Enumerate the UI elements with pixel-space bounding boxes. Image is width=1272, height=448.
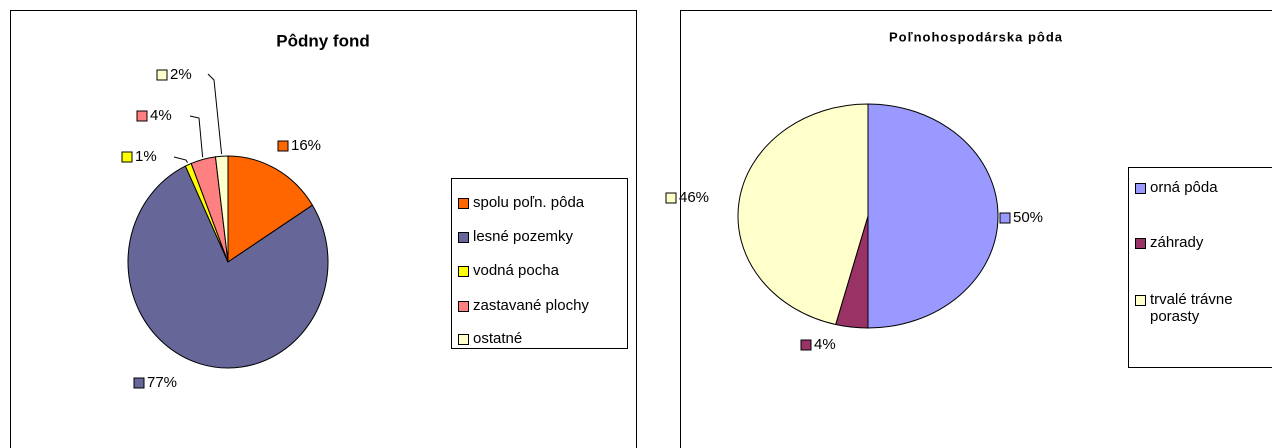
- legend-swatch: [458, 301, 469, 312]
- legend-label: spolu poľn. pôda: [473, 194, 585, 211]
- label-swatch: [121, 151, 133, 163]
- leader-line: [173, 156, 188, 164]
- pie-slice: [214, 155, 229, 263]
- legend-label: trvalé trávne porasty: [1150, 291, 1233, 325]
- label-swatch: [133, 377, 145, 389]
- leader-line: [189, 115, 204, 158]
- label-swatch: [999, 212, 1011, 224]
- chart-title: Poľnohospodárska pôda: [889, 29, 1063, 44]
- pie-slice: [227, 155, 314, 263]
- label-swatch: [277, 140, 289, 152]
- label-swatch: [156, 69, 168, 81]
- data-label: 4%: [150, 107, 172, 124]
- legend-item: trvalé trávne porasty: [1135, 291, 1265, 325]
- legend-label: zastavané plochy: [473, 297, 589, 314]
- pie-slice: [737, 103, 869, 326]
- chart-title: Pôdny fond: [276, 31, 369, 50]
- legend-label: ostatné: [473, 330, 523, 347]
- legend-item: vodná pocha: [458, 262, 605, 279]
- legend: orná pôda záhrady trvalé trávne porasty: [1128, 167, 1272, 368]
- legend-item: ostatné: [458, 330, 605, 347]
- data-label: 2%: [170, 66, 192, 83]
- label-swatch: [800, 339, 812, 351]
- label-swatch: [665, 192, 677, 204]
- pie-slice: [867, 103, 999, 329]
- pie-slice: [127, 165, 329, 369]
- legend-item: lesné pozemky: [458, 228, 605, 245]
- legend-item: spolu poľn. pôda: [458, 194, 605, 211]
- data-label: 16%: [291, 137, 321, 154]
- legend-swatch: [1135, 295, 1146, 306]
- legend-swatch: [458, 232, 469, 243]
- data-label: 1%: [135, 148, 157, 165]
- legend-swatch: [458, 266, 469, 277]
- legend-label: orná pôda: [1150, 179, 1218, 196]
- legend-label: lesné pozemky: [473, 228, 574, 245]
- legend: spolu poľn. pôda lesné pozemky vodná pocha…: [451, 178, 628, 349]
- legend-label: vodná pocha: [473, 262, 559, 279]
- data-label: 4%: [814, 336, 836, 353]
- legend-label: záhrady: [1150, 234, 1204, 251]
- legend-swatch: [1135, 238, 1146, 249]
- data-label: 77%: [147, 374, 177, 391]
- data-label: 46%: [679, 189, 709, 206]
- legend-swatch: [458, 198, 469, 209]
- legend-item: záhrady: [1135, 234, 1265, 251]
- leader-line: [207, 73, 223, 155]
- data-label: 50%: [1013, 209, 1043, 226]
- legend-item: orná pôda: [1135, 179, 1265, 196]
- legend-swatch: [458, 334, 469, 345]
- legend-item: zastavané plochy: [458, 297, 605, 314]
- legend-swatch: [1135, 183, 1146, 194]
- label-swatch: [136, 110, 148, 122]
